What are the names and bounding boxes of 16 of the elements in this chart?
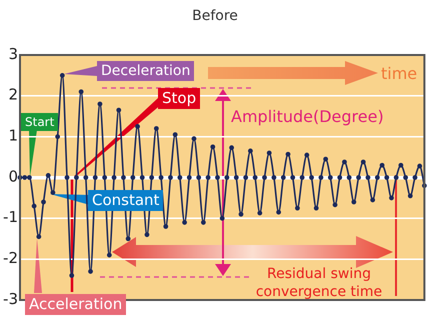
- annotation: Constant: [88, 190, 164, 211]
- y-tick-label: 3: [8, 44, 18, 63]
- y-tick-label: -2: [3, 249, 18, 268]
- y-tick-label: -3: [3, 290, 18, 308]
- y-tick-label: 0: [8, 167, 18, 186]
- annotation: Deceleration: [97, 61, 194, 81]
- annotation: Residual swing convergence time: [254, 266, 384, 301]
- chart-title: Before: [191, 8, 239, 24]
- annotation: Start: [21, 113, 58, 131]
- y-tick-label: -1: [3, 208, 18, 226]
- annotation: Acceleration: [25, 294, 126, 315]
- annotation: Amplitude(Degree): [231, 107, 384, 126]
- annotation: Stop: [158, 88, 200, 109]
- y-tick-label: 2: [8, 86, 18, 104]
- annotation: time: [381, 64, 418, 83]
- y-tick-label: 1: [8, 126, 18, 145]
